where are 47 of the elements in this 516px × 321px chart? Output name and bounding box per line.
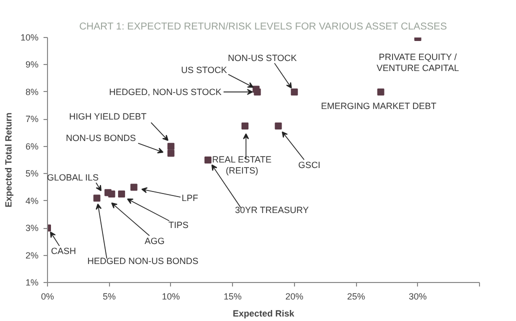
annotation: NON-US STOCK — [228, 52, 297, 63]
point — [130, 184, 138, 191]
x-tick-label: 20% — [285, 292, 304, 302]
annotation: 30YR TREASURY — [235, 205, 309, 215]
point — [204, 156, 212, 164]
point — [104, 189, 112, 196]
annotation: AGG — [144, 236, 165, 246]
y-tick-label: 6% — [25, 141, 39, 152]
point — [377, 88, 384, 96]
point — [252, 86, 260, 93]
point — [241, 122, 248, 130]
annotation: LPF — [182, 193, 199, 204]
point — [290, 88, 298, 96]
annotation: PRIVATE EQUITY / VENTURE CAPITAL — [376, 52, 459, 73]
y-tick-label: 2% — [25, 250, 39, 260]
y-tick-label: 4% — [25, 196, 39, 206]
x-tick-label: 30% — [408, 292, 427, 302]
annotation: GSCI — [298, 160, 320, 170]
point — [167, 142, 174, 150]
y-tick-label: 9% — [25, 60, 39, 70]
x-tick-label: 5% — [102, 292, 116, 302]
annotation: NON-US BONDS — [66, 133, 136, 144]
x-tick-label: 10% — [162, 292, 180, 302]
point — [93, 194, 100, 202]
x-tick-label: 15% — [224, 292, 242, 302]
y-tick-label: 7% — [25, 114, 39, 124]
x-axis-title: Expected Risk — [232, 308, 296, 318]
annotation: CASH — [51, 246, 76, 256]
y-tick-label: 8% — [25, 86, 39, 97]
point — [167, 150, 174, 157]
y-tick-label: 1% — [25, 278, 39, 288]
point — [118, 190, 126, 198]
x-tick-label: 0% — [40, 292, 54, 302]
annotation: HEDGED NON-US BONDS — [87, 256, 198, 266]
chart-title: CHART 1: EXPECTED RETURN/RISK LEVELS FOR VARIOUS ASSET CLASSES — [79, 22, 448, 32]
annotation: US STOCK — [181, 65, 228, 76]
y-axis-title: Expected Total Return — [3, 112, 14, 208]
annotation: HEDGED, NON-US STOCK — [109, 86, 222, 97]
annotation: EMERGING MARKET DEBT — [321, 100, 437, 111]
point — [274, 122, 282, 130]
y-tick-label: 3% — [25, 223, 39, 234]
y-tick-label: 5% — [25, 168, 39, 179]
y-tick-label: 10% — [20, 32, 38, 42]
annotation: TIPS — [168, 220, 189, 230]
annotation: HIGH YIELD DEBT — [69, 111, 148, 122]
annotation: REAL ESTATE (REITS) — [212, 154, 272, 176]
x-tick-label: 25% — [347, 292, 366, 302]
